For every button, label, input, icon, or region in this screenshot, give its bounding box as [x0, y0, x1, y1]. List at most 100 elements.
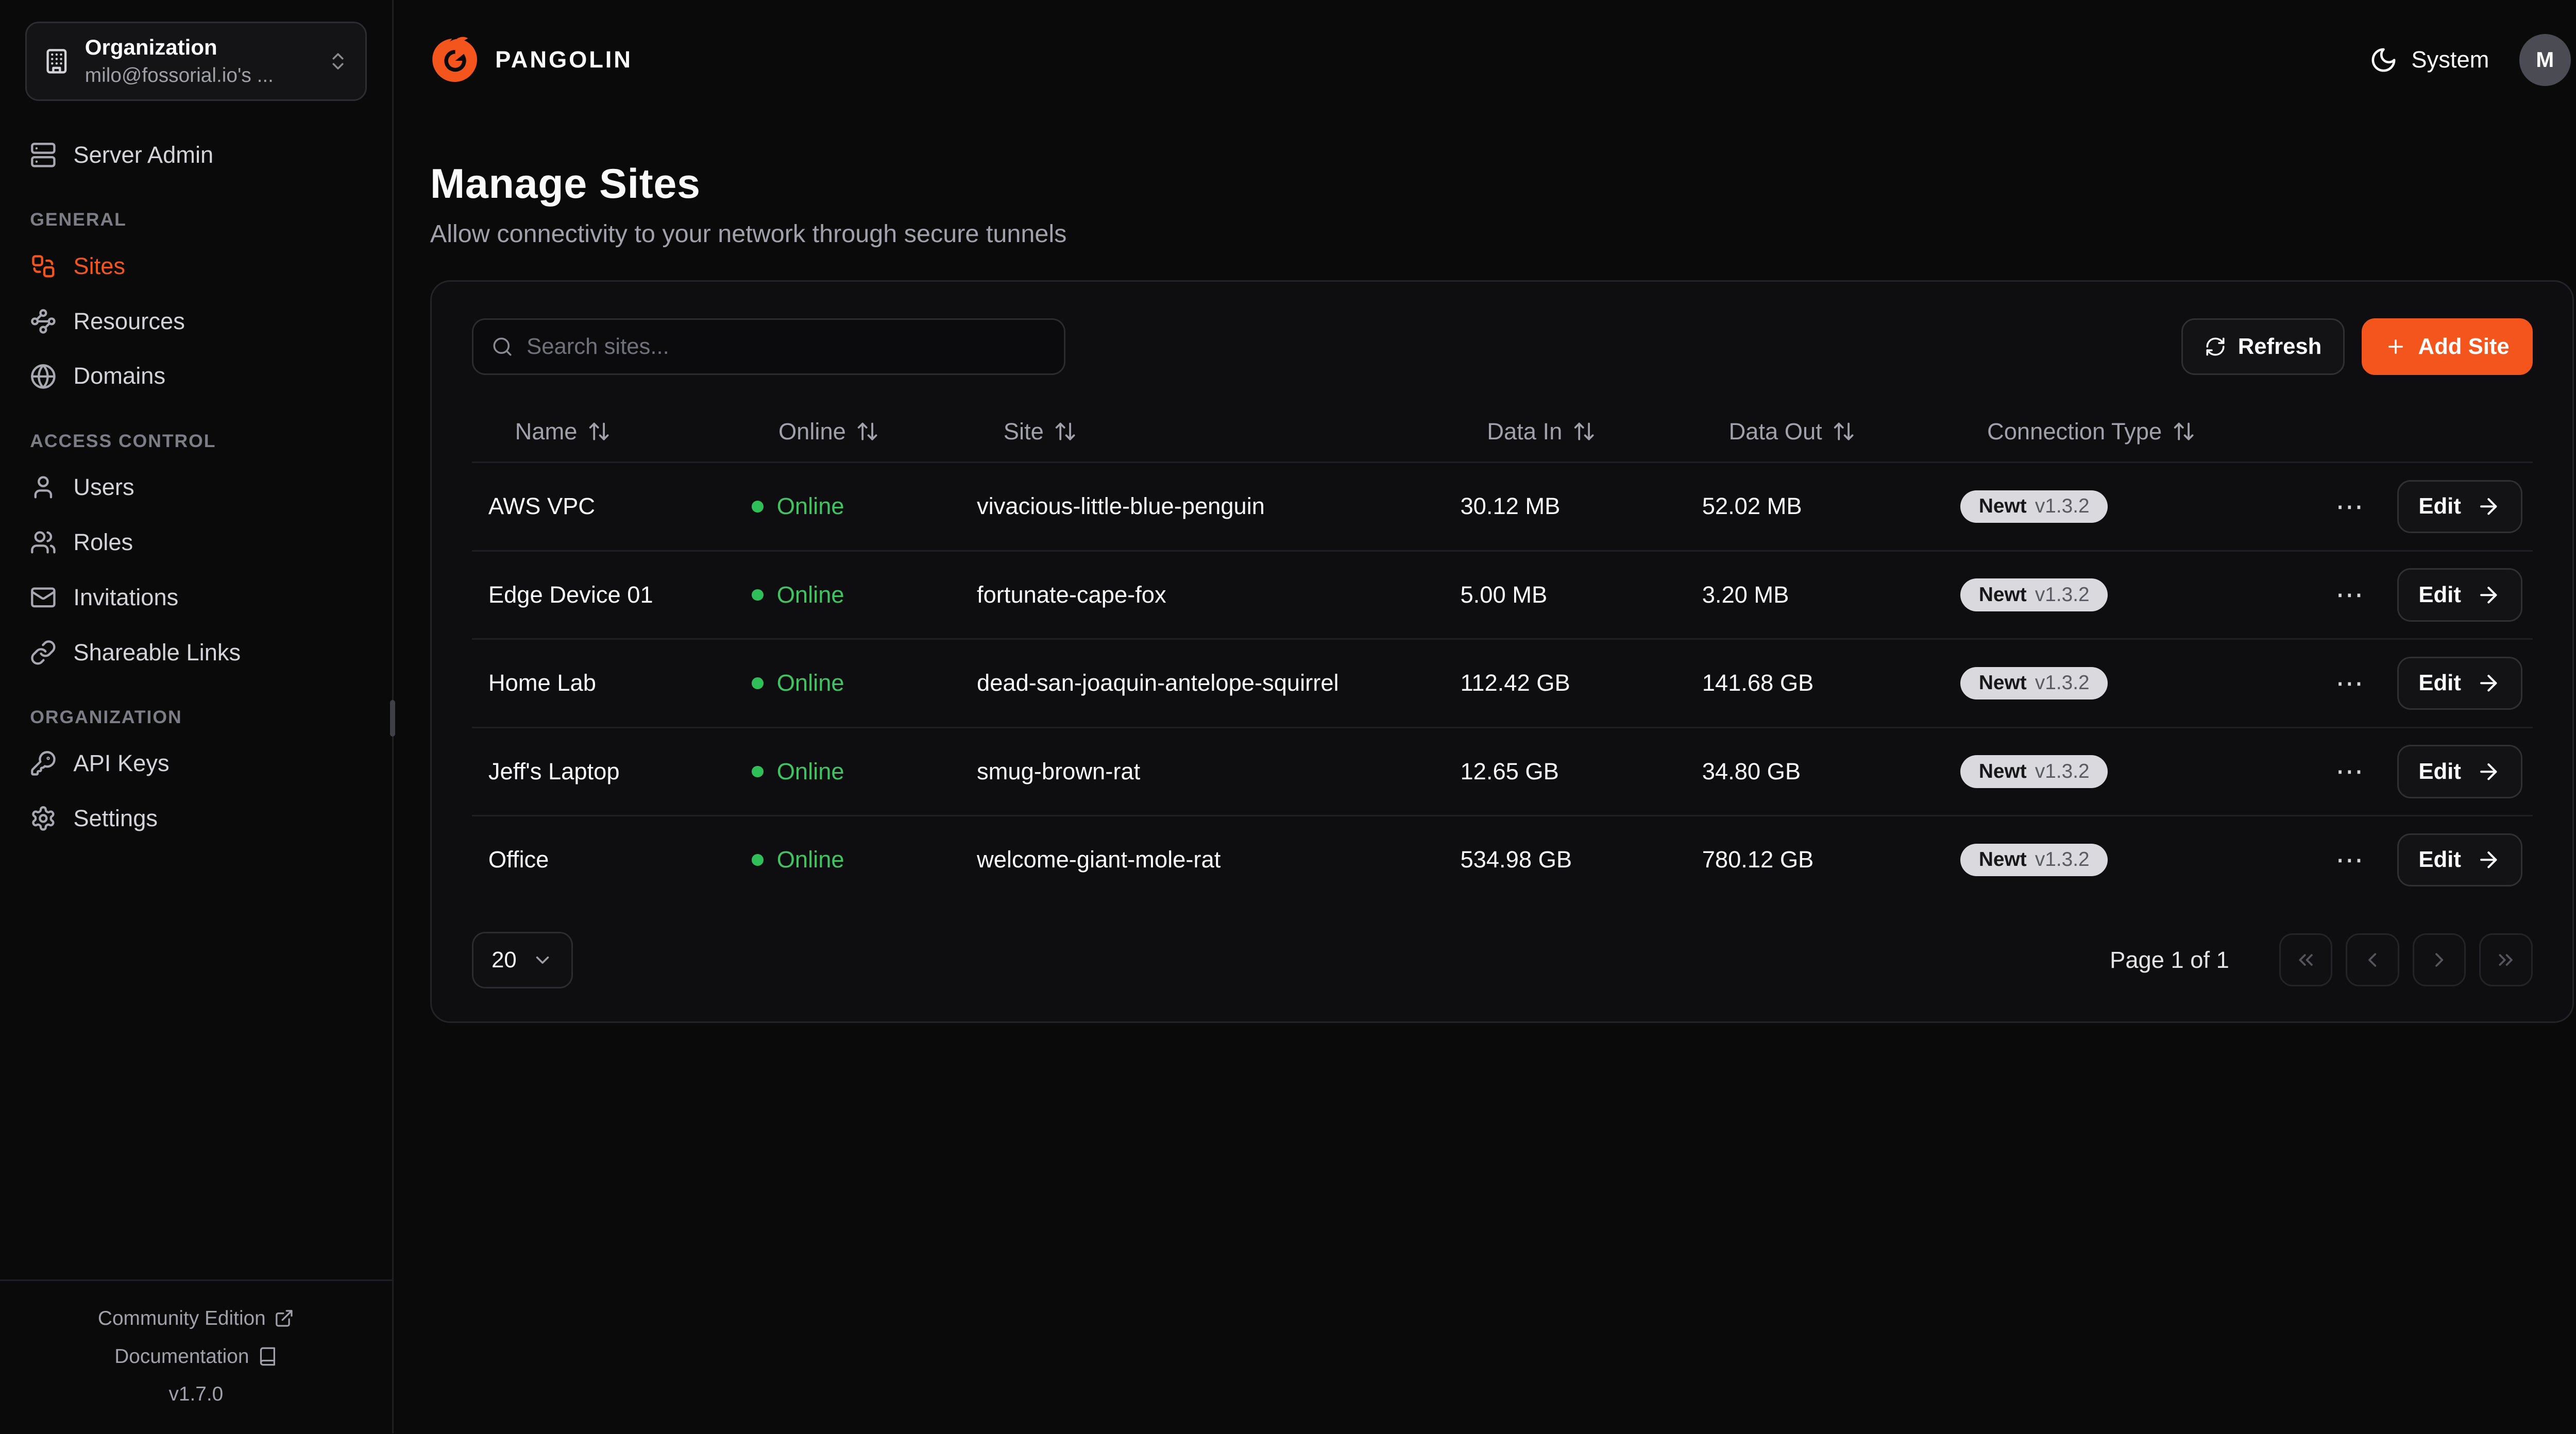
- search-icon: [493, 337, 512, 356]
- previous-page-button[interactable]: [2346, 933, 2399, 987]
- org-picker-title: Organization: [84, 35, 217, 60]
- online-status: Online: [752, 670, 977, 696]
- edit-button[interactable]: Edit: [2397, 568, 2523, 622]
- last-page-button[interactable]: [2479, 933, 2533, 987]
- data-out: 141.68 GB: [1702, 670, 1814, 696]
- status-dot: [752, 854, 764, 866]
- first-page-button[interactable]: [2279, 933, 2333, 987]
- data-out: 52.02 MB: [1702, 493, 1802, 520]
- column-header-data-out[interactable]: Data Out: [1702, 418, 1961, 445]
- community-edition-link[interactable]: Community Edition: [16, 1300, 375, 1338]
- page-size-value: 20: [492, 947, 517, 972]
- plus-icon: [2388, 339, 2403, 354]
- arrow-right-icon: [2480, 851, 2497, 868]
- sidebar-item-domains[interactable]: Domains: [20, 349, 372, 404]
- sidebar-item-server-admin[interactable]: Server Admin: [20, 128, 372, 183]
- sidebar-item-api-keys[interactable]: API Keys: [20, 736, 372, 791]
- user-icon: [34, 476, 53, 499]
- site-name: Jeff's Laptop: [488, 758, 620, 784]
- online-status: Online: [752, 582, 977, 608]
- sidebar-item-label: API Keys: [73, 750, 170, 777]
- table-header-row: Name Online Site Data In Data Out Connec…: [472, 402, 2533, 462]
- add-site-button[interactable]: Add Site: [2361, 318, 2533, 375]
- page-title: Manage Sites: [430, 160, 701, 207]
- org-picker[interactable]: Organization milo@fossorial.io's ...: [25, 22, 367, 101]
- connection-type-badge: Newt v1.3.2: [1960, 667, 2108, 700]
- refresh-label: Refresh: [2238, 333, 2322, 359]
- sidebar-item-label: Server Admin: [73, 142, 214, 168]
- chevrons-up-down-icon: [332, 53, 344, 70]
- refresh-icon: [2206, 337, 2225, 356]
- sidebar-item-shareable-links[interactable]: Shareable Links: [20, 625, 372, 680]
- column-header-site[interactable]: Site: [977, 418, 1460, 445]
- column-header-data-in[interactable]: Data In: [1460, 418, 1702, 445]
- edit-button[interactable]: Edit: [2397, 480, 2523, 534]
- server-icon: [31, 143, 56, 167]
- row-menu-button[interactable]: ⋯: [2325, 751, 2375, 793]
- sort-icon: [1574, 422, 1594, 440]
- row-menu-button[interactable]: ⋯: [2325, 839, 2375, 881]
- edit-button[interactable]: Edit: [2397, 656, 2523, 710]
- page-subtitle: Allow connectivity to your network throu…: [430, 220, 1067, 248]
- sidebar-item-resources[interactable]: Resources: [20, 294, 372, 349]
- table-row: Office Online welcome-giant-mole-rat 534…: [471, 815, 2533, 903]
- brand-name: PANGOLIN: [495, 46, 633, 73]
- edit-button[interactable]: Edit: [2397, 833, 2523, 887]
- sidebar-item-sites[interactable]: Sites: [20, 239, 372, 294]
- building-icon: [46, 49, 67, 74]
- sidebar-item-label: Domains: [73, 363, 166, 389]
- sidebar-item-invitations[interactable]: Invitations: [20, 570, 372, 625]
- sidebar-item-settings[interactable]: Settings: [20, 791, 372, 846]
- edit-button[interactable]: Edit: [2397, 745, 2523, 798]
- data-out: 780.12 GB: [1702, 846, 1814, 873]
- site-id: fortunate-cape-fox: [977, 581, 1166, 608]
- data-in: 112.42 GB: [1460, 670, 1570, 696]
- table-row: AWS VPC Online vivacious-little-blue-pen…: [471, 462, 2533, 550]
- users-icon: [31, 531, 56, 554]
- waypoints-icon: [31, 309, 56, 334]
- avatar[interactable]: M: [2519, 34, 2571, 86]
- page-size-select[interactable]: 20: [471, 931, 573, 988]
- toolbar-actions: Refresh Add Site: [2181, 318, 2533, 375]
- theme-toggle[interactable]: System: [2369, 46, 2489, 74]
- sidebar-item-roles[interactable]: Roles: [20, 515, 372, 570]
- row-menu-button[interactable]: ⋯: [2325, 574, 2375, 616]
- next-page-button[interactable]: [2412, 933, 2466, 987]
- sidebar-item-label: Users: [73, 474, 134, 501]
- row-menu-button[interactable]: ⋯: [2325, 662, 2375, 704]
- pager: Page 1 of 1: [2110, 933, 2533, 987]
- refresh-button[interactable]: Refresh: [2181, 318, 2345, 375]
- column-header-name[interactable]: Name: [488, 418, 752, 445]
- search-input[interactable]: [527, 333, 1045, 360]
- column-header-connection-type[interactable]: Connection Type: [1960, 418, 2280, 445]
- chevron-right-icon: [2435, 953, 2444, 967]
- version-label: v1.7.0: [168, 1383, 224, 1406]
- documentation-link[interactable]: Documentation: [16, 1338, 375, 1376]
- status-dot: [752, 501, 764, 513]
- sites-icon: [32, 255, 55, 278]
- sidebar-resize-handle[interactable]: [390, 700, 396, 737]
- data-in: 12.65 GB: [1460, 758, 1559, 784]
- brand[interactable]: PANGOLIN: [430, 35, 633, 85]
- row-actions: ⋯ Edit: [2281, 656, 2523, 710]
- arrow-right-icon: [2480, 586, 2497, 604]
- row-actions: ⋯ Edit: [2281, 568, 2523, 622]
- chevron-down-icon: [536, 956, 549, 964]
- column-header-online[interactable]: Online: [752, 418, 977, 445]
- site-id: vivacious-little-blue-penguin: [977, 493, 1265, 520]
- row-actions: ⋯ Edit: [2281, 833, 2523, 887]
- connection-type-badge: Newt v1.3.2: [1960, 578, 2108, 611]
- topbar: PANGOLIN System M: [394, 0, 2576, 120]
- moon-icon: [2372, 48, 2396, 72]
- sidebar-footer: Community Edition Documentation v1.7.0: [0, 1279, 392, 1433]
- site-id: welcome-giant-mole-rat: [977, 846, 1221, 873]
- row-actions: ⋯ Edit: [2281, 745, 2523, 798]
- site-name: Edge Device 01: [488, 581, 653, 608]
- chevrons-right-icon: [2499, 954, 2513, 966]
- site-id: dead-san-joaquin-antelope-squirrel: [977, 670, 1339, 696]
- sidebar-item-users[interactable]: Users: [20, 460, 372, 515]
- row-menu-button[interactable]: ⋯: [2325, 486, 2375, 527]
- site-name: Home Lab: [488, 670, 596, 696]
- search-box: [471, 318, 1065, 375]
